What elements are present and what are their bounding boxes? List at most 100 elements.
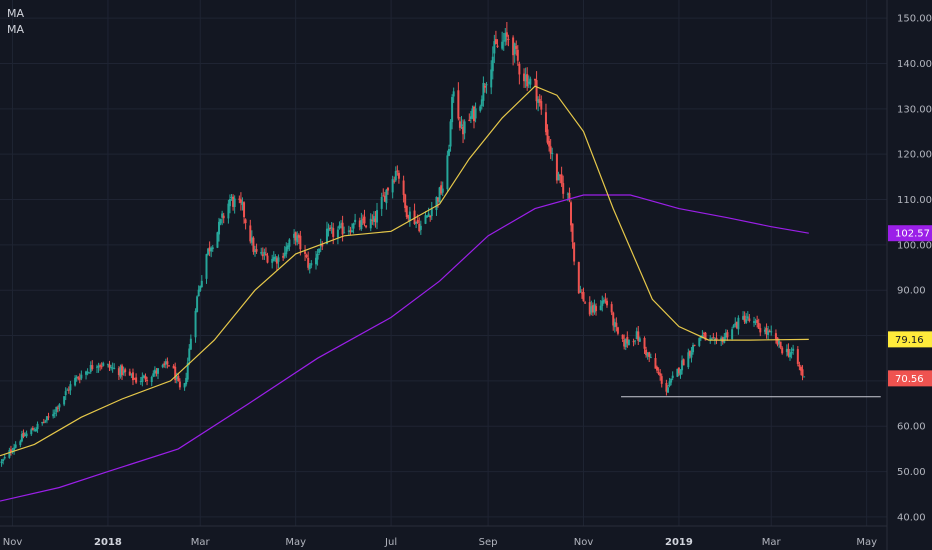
- candle-body: [185, 377, 188, 385]
- candle-body: [763, 329, 766, 332]
- candle-body: [407, 214, 410, 219]
- candle-body: [330, 227, 333, 229]
- y-tick-label: 130.00: [897, 104, 932, 115]
- candle-body: [139, 381, 142, 383]
- candle-body: [430, 208, 433, 216]
- candle-body: [88, 372, 91, 374]
- candle-body: [97, 365, 100, 368]
- candle-body: [447, 148, 450, 156]
- candle-body: [349, 230, 352, 233]
- candle-body: [441, 188, 444, 193]
- candle-body: [623, 339, 626, 347]
- candle-body: [78, 378, 81, 380]
- candle-body: [252, 237, 255, 252]
- candle-body: [146, 380, 149, 382]
- candle-body: [759, 328, 762, 333]
- candle-body: [518, 63, 521, 75]
- candle-body: [308, 264, 311, 270]
- candle-body: [219, 219, 222, 224]
- candle-body: [557, 173, 560, 181]
- candle-body: [577, 262, 580, 294]
- candle-body: [122, 370, 125, 374]
- candle-body: [394, 171, 397, 181]
- candle-body: [796, 349, 799, 364]
- candle-body: [142, 375, 145, 378]
- candle-body: [584, 302, 587, 304]
- candle-body: [108, 364, 111, 368]
- candle-body: [702, 333, 705, 335]
- candle-body: [41, 421, 44, 424]
- candle-body: [233, 198, 236, 207]
- candle-body: [698, 338, 701, 346]
- price-tag-label: 79.16: [895, 335, 924, 346]
- candle-body: [216, 232, 219, 248]
- candle-body: [595, 306, 598, 312]
- candle-body: [315, 257, 318, 265]
- candle-body: [573, 242, 576, 262]
- candle-body: [371, 219, 374, 221]
- candle-body: [645, 349, 648, 356]
- candle-body: [67, 389, 70, 391]
- legend-item-ma-long[interactable]: MA: [7, 23, 25, 36]
- candle-body: [374, 218, 377, 223]
- candle-body: [255, 249, 258, 252]
- candle-body: [211, 247, 214, 250]
- legend-item-ma-short[interactable]: MA: [7, 7, 25, 20]
- candle-body: [208, 247, 211, 252]
- candle-body: [13, 447, 16, 452]
- candle-body: [228, 199, 231, 207]
- candle-body: [770, 331, 773, 333]
- candle-body: [210, 247, 213, 252]
- candle-body: [117, 368, 120, 376]
- candle-body: [634, 340, 637, 342]
- candle-body: [166, 361, 169, 365]
- candle-body: [792, 348, 795, 351]
- candle-body: [665, 382, 668, 392]
- candle-body: [74, 378, 77, 386]
- candle-body: [282, 256, 285, 258]
- candle-body: [471, 108, 474, 118]
- candle-body: [188, 348, 191, 361]
- candle-body: [124, 369, 127, 373]
- candle-body: [710, 338, 713, 340]
- candle-body: [724, 332, 727, 338]
- candle-body: [130, 373, 133, 375]
- candle-body: [45, 416, 48, 421]
- candle-body: [261, 254, 264, 257]
- candle-body: [207, 248, 210, 255]
- candle-body: [555, 154, 558, 181]
- candle-body: [53, 412, 56, 414]
- candle-body: [535, 80, 538, 102]
- candle-body: [737, 317, 740, 330]
- candle-body: [548, 140, 551, 147]
- candle-body: [66, 389, 69, 391]
- candle-body: [133, 378, 136, 380]
- candle-body: [524, 74, 527, 82]
- candle-body: [25, 433, 28, 437]
- candle-body: [2, 459, 5, 462]
- candle-body: [250, 237, 253, 243]
- candle-body: [194, 310, 197, 338]
- candle-body: [150, 377, 153, 383]
- candle-body: [347, 230, 350, 232]
- candle-body: [779, 341, 782, 348]
- candle-body: [745, 319, 748, 323]
- candle-body: [3, 456, 6, 459]
- candle-body: [376, 210, 379, 223]
- candle-body: [119, 366, 122, 377]
- candle-body: [789, 352, 792, 358]
- candle-body: [613, 321, 616, 328]
- candle-body: [186, 362, 189, 380]
- y-tick-label: 140.00: [897, 59, 932, 70]
- y-tick-label: 150.00: [897, 14, 932, 25]
- candle-body: [196, 296, 199, 312]
- candle-body: [327, 228, 330, 231]
- candle-body: [244, 219, 247, 224]
- candle-body: [380, 196, 383, 209]
- candle-body: [692, 345, 695, 353]
- candle-body: [560, 174, 563, 184]
- candle-body: [657, 372, 660, 374]
- candle-body: [33, 430, 36, 432]
